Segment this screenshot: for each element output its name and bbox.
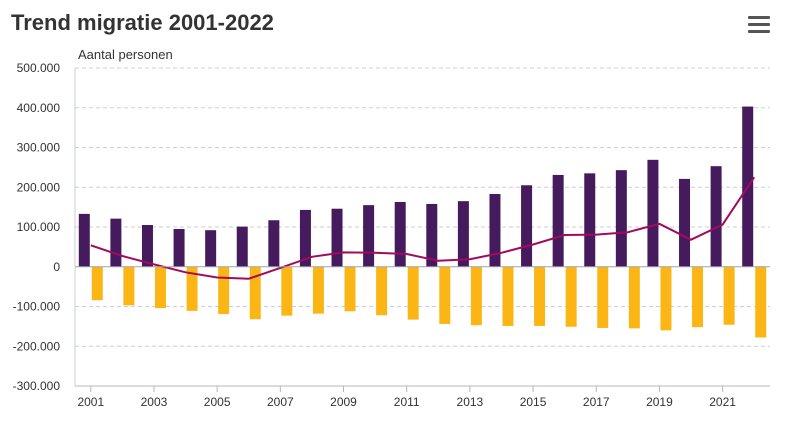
x-tick-label: 2005 (204, 395, 231, 409)
x-tick-label: 2021 (709, 395, 736, 409)
bar-negative (312, 266, 324, 314)
x-tick-label: 2007 (267, 395, 294, 409)
hamburger-menu-icon[interactable] (748, 16, 770, 34)
bar-negative (597, 266, 609, 328)
bar-negative (218, 266, 230, 315)
bar-positive (141, 225, 153, 267)
y-tick-label: 200.000 (17, 180, 61, 194)
x-tick-labels: 2001 2003 2005 2007 2009 2011 2013 2015 2017 2019… (77, 386, 736, 409)
bar-negative (502, 266, 514, 326)
chart-title: Trend migratie 2001-2022 (11, 10, 274, 35)
bar-positive (110, 218, 122, 267)
y-tick-label: 400.000 (17, 101, 61, 115)
trend-line (90, 176, 756, 280)
bar-positive (205, 230, 217, 267)
x-tick-label: 2015 (520, 395, 547, 409)
bar-negative (660, 266, 672, 331)
bar-positive (394, 201, 406, 267)
bar-negative (439, 266, 451, 324)
y-tick-label: 300.000 (17, 141, 61, 155)
bar-positive (615, 170, 627, 267)
bar-positive (710, 166, 722, 267)
bar-positive (521, 185, 533, 267)
y-tick-label: -200.000 (13, 339, 61, 353)
bar-negative (628, 266, 640, 329)
bar-negative (723, 266, 735, 325)
y-axis-label: Aantal personen (78, 47, 173, 62)
bar-negative (281, 266, 293, 316)
bar-negative (755, 266, 767, 338)
bar-negative (565, 266, 577, 327)
bar-positive (331, 208, 343, 267)
bar-positive (457, 201, 469, 267)
x-tick-label: 2003 (141, 395, 168, 409)
bar-positive (173, 228, 185, 267)
bar-positive (426, 203, 438, 267)
x-tick-label: 2009 (330, 395, 357, 409)
x-tick-label: 2019 (646, 395, 673, 409)
bar-positive (236, 226, 248, 267)
bar-negative (123, 266, 135, 306)
bar-positive (268, 220, 280, 267)
menu-line-3 (748, 30, 770, 33)
bar-negative (407, 266, 419, 320)
bar-negative (534, 266, 546, 326)
x-tick-label: 2001 (77, 395, 104, 409)
bar-positive (299, 209, 311, 267)
bar-negative (91, 266, 103, 301)
bar-negative (154, 266, 166, 309)
bar-negative (692, 266, 704, 328)
y-tick-label: -100.000 (13, 300, 61, 314)
y-tick-label: -300.000 (13, 379, 61, 393)
x-tick-label: 2017 (583, 395, 610, 409)
bar-negative (344, 266, 356, 312)
y-tick-labels: 500.000 400.000 300.000 200.000 100.000 0 -100… (13, 61, 61, 393)
bars (78, 106, 767, 338)
menu-line-2 (748, 23, 770, 26)
bar-positive (489, 194, 501, 267)
x-axis (74, 68, 770, 387)
bar-negative (470, 266, 482, 326)
bar-negative (249, 266, 261, 320)
bar-positive (552, 174, 564, 267)
menu-line-1 (748, 16, 770, 19)
y-tick-label: 100.000 (17, 220, 61, 234)
bar-positive (363, 205, 375, 267)
trend-line-path (90, 176, 756, 280)
bar-positive (584, 173, 596, 267)
x-tick-label: 2013 (457, 395, 484, 409)
y-tick-label: 500.000 (17, 61, 61, 75)
x-tick-label: 2011 (394, 395, 420, 409)
bar-positive (78, 213, 90, 267)
bar-positive (679, 178, 691, 267)
bar-negative (186, 266, 198, 311)
y-tick-label: 0 (53, 260, 60, 274)
bar-negative (376, 266, 388, 316)
bar-positive (647, 159, 659, 267)
